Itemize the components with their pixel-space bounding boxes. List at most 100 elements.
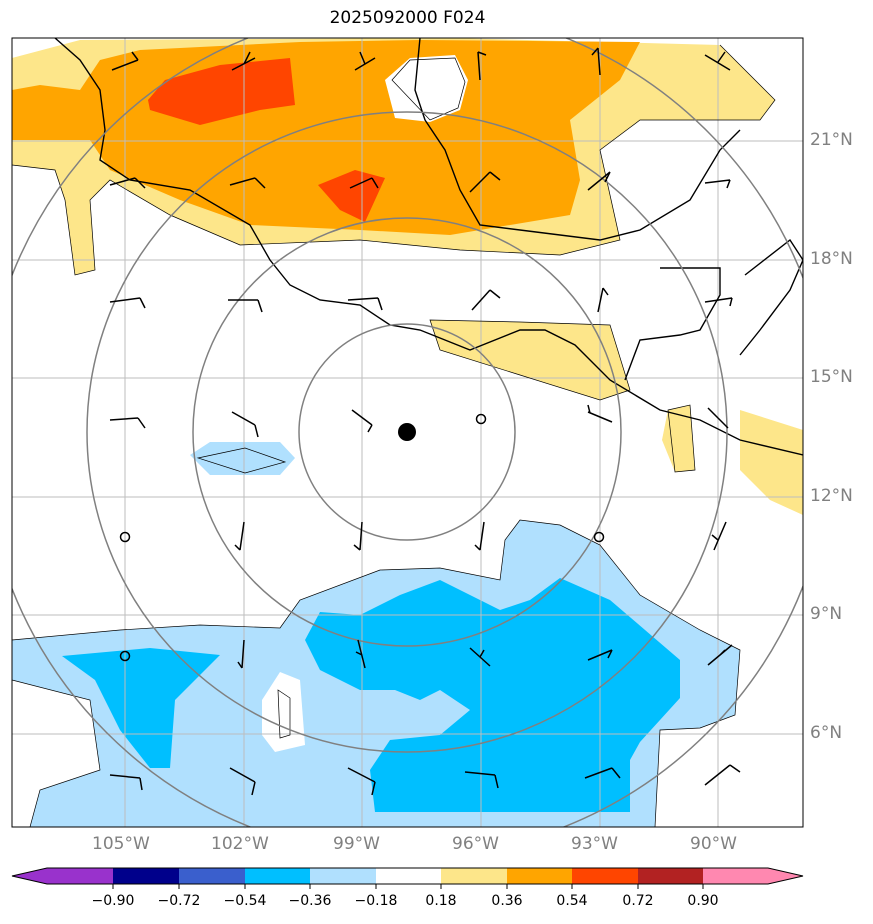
colorbar-tick-label: 0.36 [491, 893, 523, 909]
wind-barb [584, 767, 621, 779]
wind-barb [704, 297, 733, 307]
colorbar-tick-label: 0.18 [425, 893, 457, 909]
colorbar-segment [12, 868, 47, 884]
wind-barb [477, 51, 487, 81]
positive-anomaly-light-east [662, 405, 695, 472]
colorbar-segment [310, 868, 376, 884]
positive-anomaly-light-east2 [740, 410, 803, 515]
colorbar-tick-label: 0.90 [687, 893, 719, 909]
wind-barb [704, 51, 731, 71]
colorbar-segment [47, 868, 113, 884]
wind-barb [229, 177, 266, 189]
wind-barb [587, 404, 613, 423]
lon-label: 102°W [211, 834, 269, 854]
colorbar-segment [768, 868, 803, 884]
wind-barb [707, 644, 733, 666]
wind-barb [109, 417, 146, 429]
lon-label: 99°W [333, 834, 380, 854]
calm-marker [475, 413, 487, 425]
colorbar-segment [572, 868, 638, 884]
wind-barb [471, 289, 501, 311]
wind-barb [469, 647, 491, 667]
wind-barb [231, 51, 256, 71]
wind-barb [111, 51, 139, 71]
wind-barb [349, 177, 379, 189]
lon-label: 105°W [92, 834, 150, 854]
colorbar-segment [441, 868, 507, 884]
colorbar-segment [703, 868, 768, 884]
negative-anomaly-mid [62, 648, 220, 768]
map-frame [11, 37, 804, 828]
colorbar-tick-label: 0.54 [556, 893, 588, 909]
calm-markers [119, 413, 605, 662]
lon-label: 96°W [452, 834, 499, 854]
wind-barbs [109, 47, 741, 796]
positive-anomaly-light-south [430, 320, 630, 400]
wind-barb [109, 774, 143, 791]
wind-barb [351, 409, 373, 433]
colorbar-tick-label: −0.54 [223, 893, 267, 909]
white-hole [385, 55, 468, 122]
colorbar-segment [507, 868, 572, 884]
wind-barb [587, 649, 613, 661]
wind-barb [237, 639, 245, 669]
lat-label: 9°N [810, 604, 843, 624]
storm-center-marker [398, 423, 416, 441]
negative-anomaly-mid2 [305, 578, 680, 812]
wind-barb [231, 411, 259, 438]
calm-marker [119, 531, 131, 543]
range-ring-3 [86, 111, 728, 753]
colorbar-tick-label: −0.90 [91, 893, 135, 909]
wind-barb [109, 297, 146, 309]
lat-label: 15°N [810, 367, 853, 387]
wind-barb [591, 47, 601, 76]
map-canvas [12, 38, 803, 827]
range-rings [12, 38, 803, 827]
colorbar [11, 867, 804, 889]
wind-barb [229, 767, 256, 796]
calm-marker [119, 650, 131, 662]
colorbar-tick-label: 0.72 [622, 893, 654, 909]
colorbar-segment [179, 868, 245, 884]
colorbar-tick-label: −0.18 [354, 893, 398, 909]
wind-barb [711, 521, 727, 551]
figure-title: 2025092000 F024 [329, 8, 486, 28]
colorbar-outline [11, 867, 804, 885]
colorbar-segment [113, 868, 179, 884]
wind-barb [597, 287, 609, 313]
wind-barb [474, 521, 485, 551]
wind-barb [353, 521, 363, 551]
wind-barb [707, 407, 729, 429]
colorbar-segment [376, 868, 441, 884]
colorbar-segment [245, 868, 310, 884]
wind-barb [109, 177, 146, 189]
lon-label: 90°W [690, 834, 737, 854]
range-ring-1 [298, 323, 516, 541]
wind-barb [347, 297, 383, 311]
positive-anomaly-strong2 [318, 170, 385, 222]
calm-marker [593, 531, 605, 543]
wind-barb [234, 521, 245, 551]
colorbar-segment [638, 868, 703, 884]
wind-barb [228, 299, 263, 313]
colorbar-tick-label: −0.36 [288, 893, 332, 909]
wind-barb [587, 171, 611, 191]
coastline [54, 38, 803, 456]
wind-barb [347, 767, 376, 796]
lat-label: 12°N [810, 486, 853, 506]
lat-label: 6°N [810, 723, 843, 743]
wind-barb [704, 764, 741, 786]
colorbar-tick-label: −0.72 [157, 893, 201, 909]
wind-barb [464, 771, 499, 789]
wind-barb [354, 51, 376, 71]
graticule [12, 38, 803, 827]
lat-label: 18°N [810, 249, 853, 269]
positive-anomaly-strong [148, 58, 295, 125]
lon-label: 93°W [571, 834, 618, 854]
colorbar-ticks [112, 884, 704, 889]
anomaly-contours [12, 44, 776, 827]
lat-label: 21°N [810, 130, 853, 150]
negative-anomaly-light-west [190, 442, 295, 475]
range-ring-2 [192, 217, 622, 647]
